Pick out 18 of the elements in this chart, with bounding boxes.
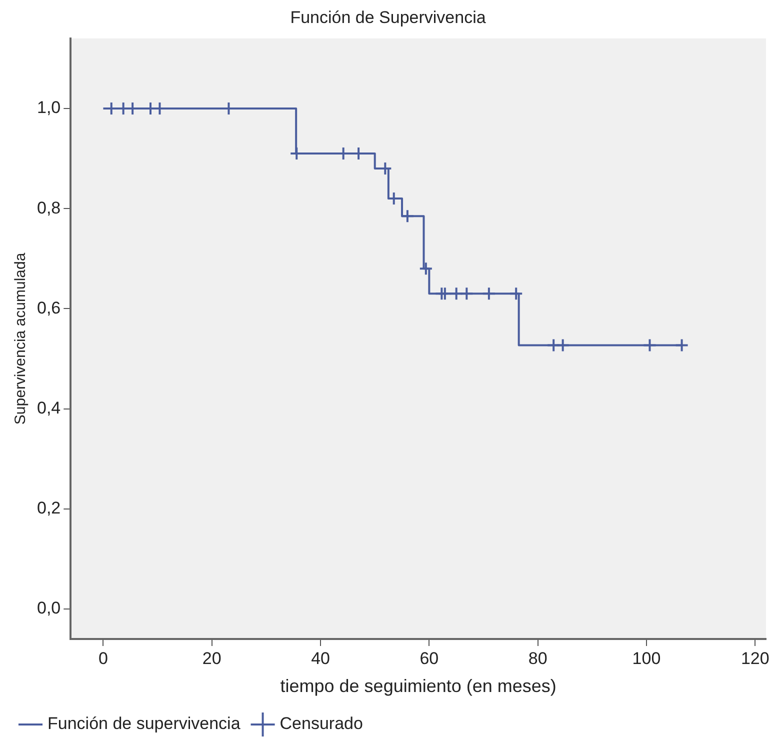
x-tick-label: 60 — [420, 648, 439, 668]
y-tick-label: 0,6 — [36, 298, 61, 318]
y-tick-label: 0,0 — [36, 598, 61, 618]
x-tick-label: 100 — [632, 648, 661, 668]
x-tick-label: 40 — [311, 648, 330, 668]
legend-label: Función de supervivencia — [48, 714, 241, 734]
y-tick-label: 0,4 — [36, 398, 61, 418]
x-tick-label: 20 — [202, 648, 222, 668]
x-axis-title: tiempo de seguimiento (en meses) — [280, 676, 556, 696]
chart-title: Función de Supervivencia — [290, 8, 486, 27]
legend-label: Censurado — [280, 714, 363, 734]
x-tick-label: 0 — [98, 648, 108, 668]
y-tick-label: 0,8 — [36, 198, 61, 218]
y-tick-label: 0,2 — [36, 498, 61, 518]
x-tick-label: 80 — [528, 648, 548, 668]
y-tick-label: 1,0 — [36, 98, 61, 118]
y-axis-title: Supervivencia acumulada — [12, 252, 30, 425]
x-tick-label: 120 — [740, 648, 770, 668]
